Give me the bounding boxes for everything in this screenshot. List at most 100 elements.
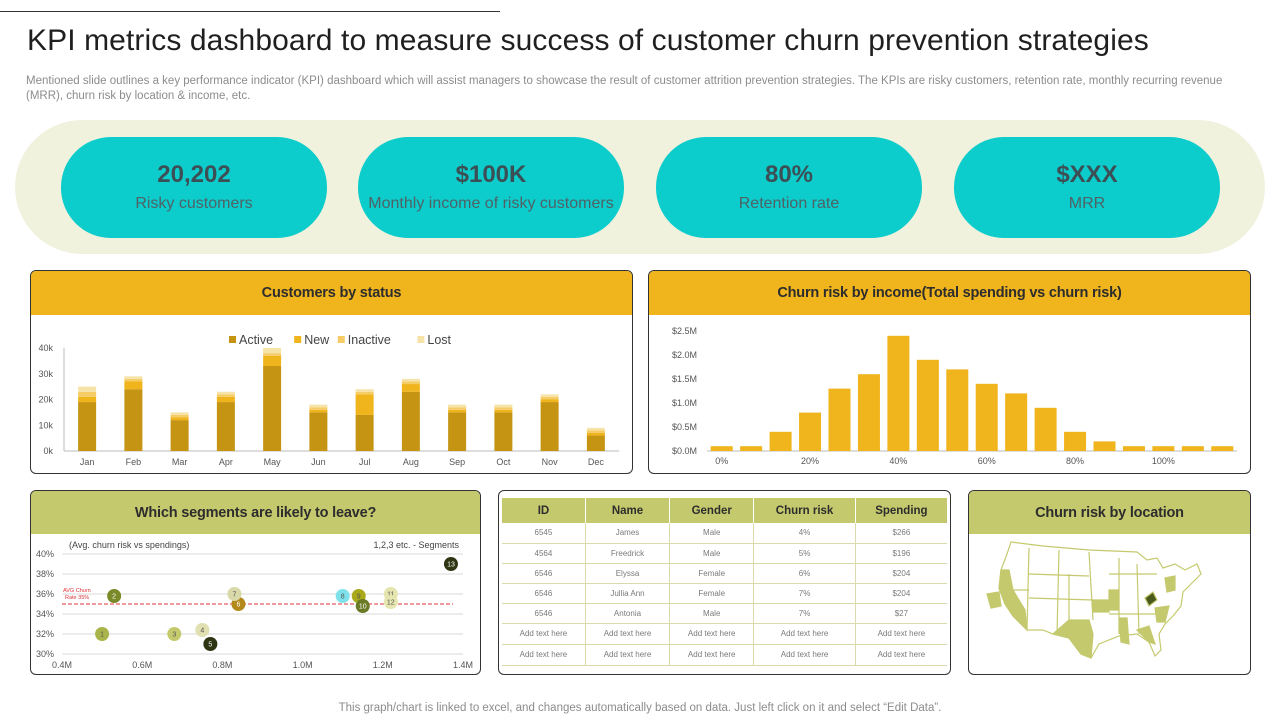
customer-table-panel: ID Name Gender Churn risk Spending 6545 J… [498,490,951,675]
table-row[interactable]: 4564 Freedrick Male 5% $196 [502,543,947,564]
page-title: KPI metrics dashboard to measure success… [27,24,1149,57]
table-cell: $266 [855,523,947,544]
x-tick-label: 40% [889,456,907,466]
kpi-value: 20,202 [157,161,231,188]
y-tick-label: $1.5M [672,374,697,384]
state-southeast [1135,625,1156,645]
churn-by-income-chart[interactable]: $0.0M $0.5M $1.0M $1.5M $2.0M $2.5M 0% 20% 40% 60… [649,315,1251,473]
x-tick-label: Sep [449,457,465,467]
bar-lost-mar [170,412,189,415]
customer-table: ID Name Gender Churn risk Spending 6545 J… [502,498,947,666]
bar-income [1181,446,1204,451]
x-tick-label: 1.4M [453,660,473,670]
segment-label: 10 [359,604,367,611]
bar-income [1211,446,1234,451]
bar-lost-dec [586,427,605,431]
state-northeast [1164,575,1176,593]
x-tick-label: Mar [172,457,188,467]
bar-inactive-jul [355,391,374,395]
table-row[interactable]: 6546 Elyssa Female 6% $204 [502,563,947,584]
segment-point [195,623,210,637]
state-mountain [986,591,1002,609]
legend-swatch [294,336,302,343]
bar-income [769,431,792,451]
bar-active-oct [494,412,513,451]
bar-income [828,388,851,451]
bar-new-jun [309,409,328,413]
legend-label: Inactive [348,333,391,347]
bar-new-dec [586,432,605,436]
bar-inactive-jun [309,407,328,410]
table-cell: Add text here [669,623,755,645]
table-row[interactable]: 6546 Jullia Ann Female 7% $204 [502,583,947,604]
y-tick-label: $0.0M [672,446,697,456]
panel-title: Customers by status [31,271,632,315]
bar-income [740,446,763,451]
y-tick-label: $2.5M [672,326,697,336]
table-cell: 6546 [502,563,586,584]
table-cell: 4% [753,523,856,544]
kpi-card-monthly-income[interactable]: $100K Monthly income of risky customers [358,137,624,238]
table-row[interactable]: 6545 James Male 4% $266 [502,523,947,544]
legend-swatch [417,336,425,343]
col-header-churn-risk[interactable]: Churn risk [753,498,856,523]
table-cell: Add text here [502,644,586,666]
table-cell: Add text here [753,644,856,666]
panel-title: Churn risk by location [969,491,1250,534]
table-cell: 4564 [502,543,586,564]
bar-active-jan [78,402,97,451]
bar-new-feb [124,381,143,390]
bar-new-sep [448,409,467,413]
bar-inactive-aug [401,381,420,385]
table-row[interactable]: Add text here Add text here Add text here A… [502,644,947,666]
x-tick-label: Oct [496,457,511,467]
segments-scatter-chart[interactable]: (Avg. churn risk vs spendings) 1,2,3 etc.… [31,534,481,674]
bar-income [946,369,969,451]
col-header-gender[interactable]: Gender [669,498,755,523]
table-cell: Freedrick [585,543,671,564]
y-tick-label: 10k [38,420,53,430]
x-tick-label: 0.8M [212,660,232,670]
bar-new-apr [216,396,235,403]
top-rule [0,11,500,12]
bar-income [857,374,880,451]
y-tick-label: 36% [36,589,54,599]
legend-swatch [229,336,236,343]
table-cell: James [585,523,671,544]
panel-title: Which segments are likely to leave? [31,491,480,534]
y-tick-label: 40% [36,549,54,559]
table-cell: Male [669,603,755,624]
y-tick-label: $1.0M [672,398,697,408]
y-tick-label: 30k [38,369,53,379]
table-cell: Elyssa [585,563,671,584]
bar-new-mar [170,417,189,421]
usa-map[interactable] [969,534,1251,674]
churn-by-income-panel: Churn risk by income(Total spending vs c… [648,270,1251,474]
kpi-card-risky-customers[interactable]: 20,202 Risky customers [61,137,327,238]
bar-income [710,446,733,451]
kpi-card-retention-rate[interactable]: 80% Retention rate [656,137,922,238]
table-cell: Female [669,583,755,604]
kpi-label: Monthly income of risky customers [368,195,614,212]
bar-new-aug [401,384,420,392]
table-cell: 6% [753,563,856,584]
bar-active-jun [309,412,328,451]
table-cell: $204 [855,563,947,584]
state-south [1118,617,1130,645]
bar-lost-oct [494,404,513,408]
segment-point [383,595,398,609]
bar-new-jul [355,394,374,415]
table-cell: Add text here [753,623,856,645]
col-header-spending[interactable]: Spending [855,498,947,523]
segment-label: 9 [357,594,361,601]
table-cell: Add text here [855,623,947,645]
kpi-card-mrr[interactable]: $XXX MRR [954,137,1220,238]
col-header-id[interactable]: ID [502,498,586,523]
table-row[interactable]: 6546 Antonia Male 7% $27 [502,603,947,624]
customers-by-status-chart[interactable]: Active New Inactive Lost 0k 10k 20k 30k 40k Jan Fe… [31,315,633,473]
table-row[interactable]: Add text here Add text here Add text here A… [502,623,947,645]
col-header-name[interactable]: Name [585,498,671,523]
table-cell: Jullia Ann [585,583,671,604]
bar-lost-aug [401,378,420,382]
segment-label: 4 [200,628,204,635]
